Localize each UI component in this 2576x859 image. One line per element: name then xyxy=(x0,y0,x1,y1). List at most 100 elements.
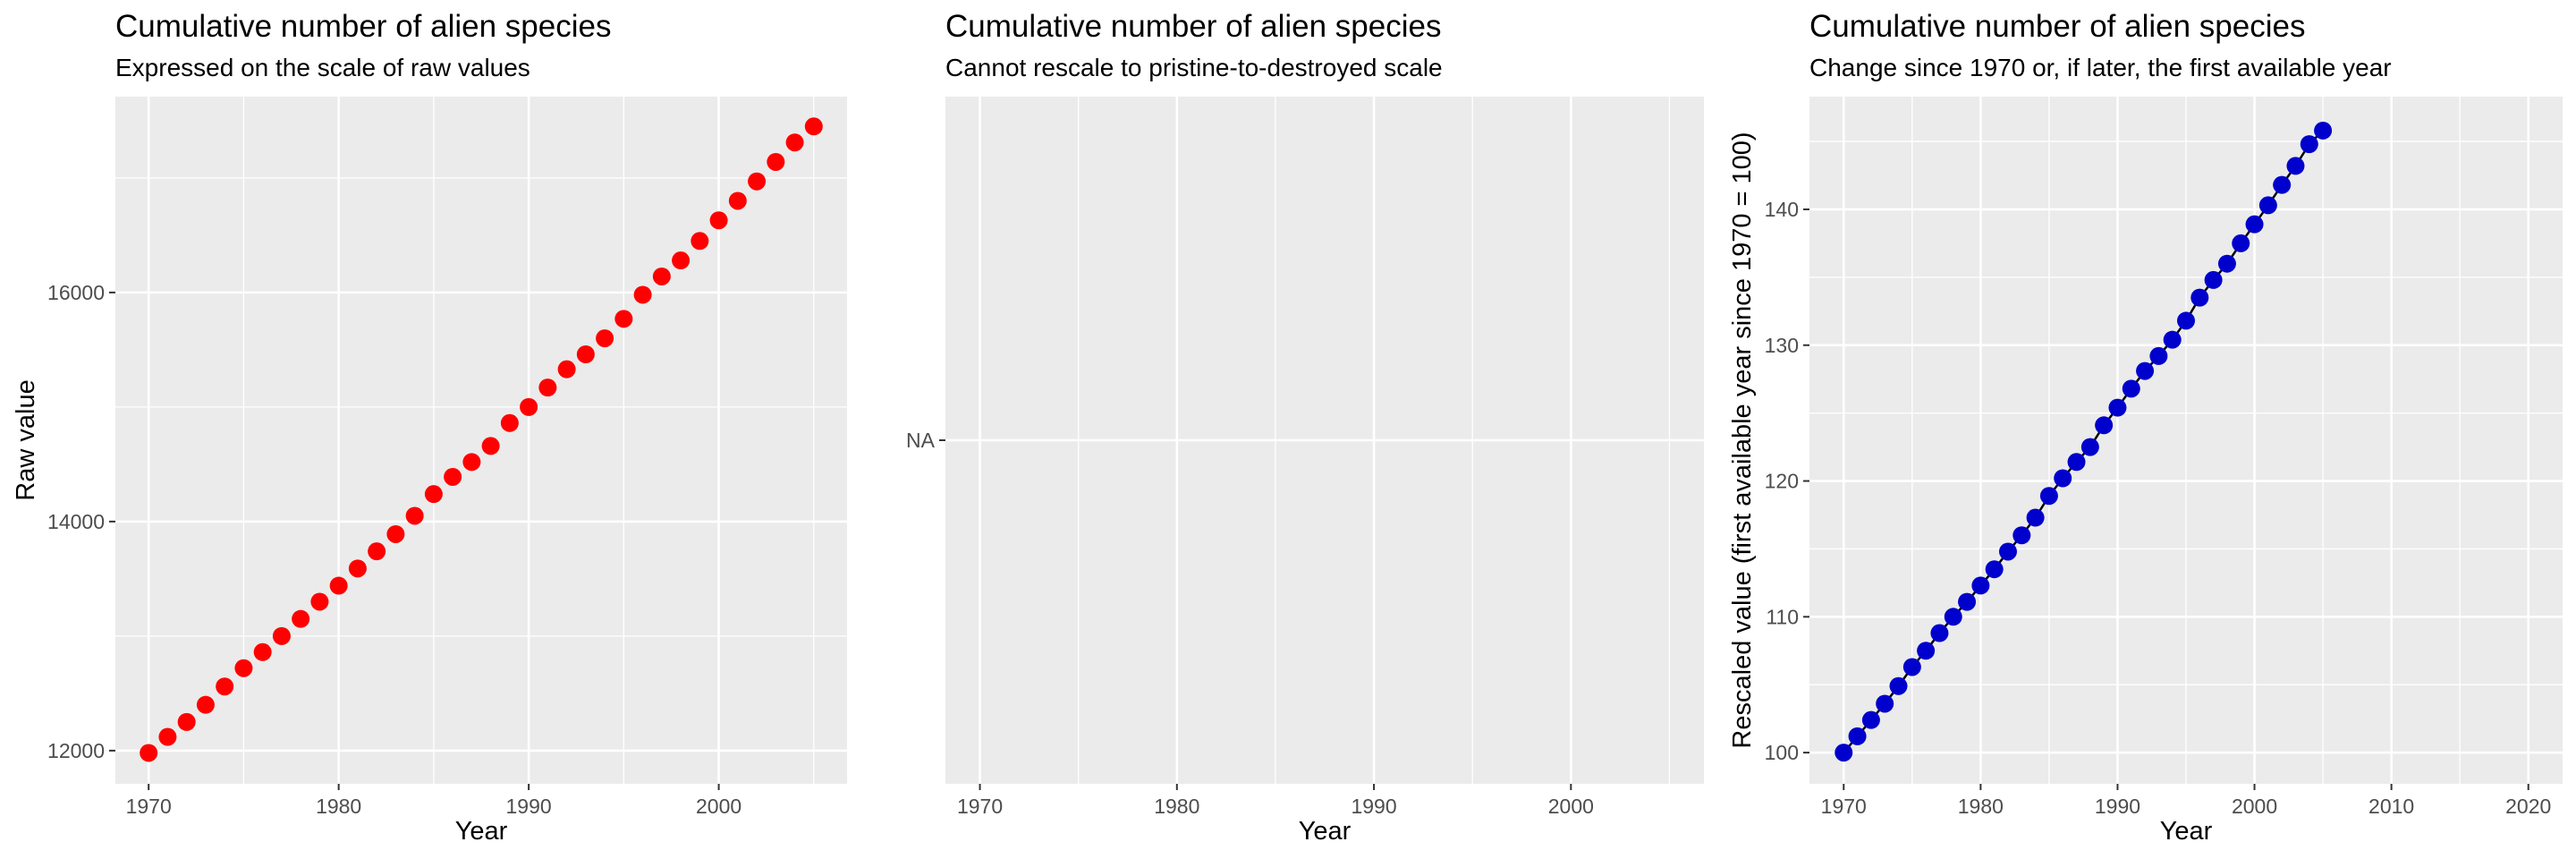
x-tick-label: 1970 xyxy=(957,795,1003,818)
data-point xyxy=(2067,453,2086,472)
data-point xyxy=(1889,676,1908,695)
data-point xyxy=(2314,121,2333,140)
data-point xyxy=(1835,744,1853,762)
data-point xyxy=(2054,469,2072,488)
data-point xyxy=(272,626,291,645)
y-tick-label: 12000 xyxy=(47,739,105,762)
data-point xyxy=(2245,215,2264,234)
data-point xyxy=(2300,135,2318,154)
y-tick-label: 100 xyxy=(1765,741,1799,764)
data-point xyxy=(1944,608,1962,626)
x-axis-title: Year xyxy=(1299,817,1352,846)
data-point xyxy=(691,232,709,251)
data-point xyxy=(2149,346,2168,365)
x-tick-label: 2010 xyxy=(2368,795,2414,818)
data-point xyxy=(444,467,462,486)
data-point xyxy=(2039,487,2058,506)
data-marks xyxy=(140,117,823,762)
data-point xyxy=(177,712,196,731)
y-axis-title: Rescaled value (first available year sin… xyxy=(1728,132,1757,748)
y-axis-title: Raw value xyxy=(12,379,40,500)
x-tick-label: 1980 xyxy=(1958,795,2004,818)
y-tick-label: 120 xyxy=(1765,470,1799,493)
data-point xyxy=(1917,642,1936,660)
x-axis: 1970 1980 1990 2000 xyxy=(957,784,1594,818)
data-point xyxy=(2258,196,2277,215)
data-point xyxy=(216,677,234,696)
x-tick-label: 1990 xyxy=(1351,795,1396,818)
data-point xyxy=(481,437,500,455)
data-point xyxy=(2136,361,2155,380)
data-point xyxy=(253,642,272,661)
data-point xyxy=(1998,542,2017,561)
chart-panel-raw: Cumulative number of alien species Expre… xyxy=(12,9,847,846)
data-point xyxy=(424,485,443,504)
data-point xyxy=(2190,288,2209,307)
x-tick-label: 1990 xyxy=(506,795,552,818)
data-point xyxy=(2108,398,2127,417)
data-point xyxy=(2095,416,2114,435)
chart-panel-na: Cumulative number of alien species Canno… xyxy=(906,9,1704,846)
data-point xyxy=(2026,508,2045,527)
y-axis: 100 110 120 130 140 xyxy=(1765,198,1809,764)
data-point xyxy=(2163,330,2182,349)
y-tick-label: 130 xyxy=(1765,334,1799,357)
x-tick-label: 1980 xyxy=(316,795,361,818)
data-point xyxy=(329,576,348,595)
data-point xyxy=(500,413,519,432)
data-point xyxy=(672,251,691,270)
data-point xyxy=(292,609,310,628)
data-point xyxy=(1958,592,1977,611)
x-tick-label: 2000 xyxy=(2232,795,2277,818)
data-point xyxy=(576,345,595,363)
data-point xyxy=(538,378,557,397)
data-point xyxy=(405,506,424,525)
data-point xyxy=(2286,157,2305,175)
data-point xyxy=(1876,694,1894,713)
chart-subtitle: Change since 1970 or, if later, the firs… xyxy=(1809,54,2392,81)
data-point xyxy=(1848,727,1867,745)
data-point xyxy=(2217,254,2236,273)
data-point xyxy=(368,542,386,561)
data-point xyxy=(310,592,329,611)
x-tick-label: 1970 xyxy=(1821,795,1867,818)
y-tick-label: NA xyxy=(906,429,936,452)
y-tick-label: 110 xyxy=(1766,605,1799,628)
data-point xyxy=(557,360,576,378)
data-point xyxy=(520,397,538,416)
data-point xyxy=(633,285,652,304)
chart-subtitle: Expressed on the scale of raw values xyxy=(115,54,530,81)
data-marks xyxy=(1835,121,2333,762)
chart-title: Cumulative number of alien species xyxy=(1809,9,2305,44)
data-point xyxy=(2080,438,2099,456)
data-point xyxy=(767,152,785,171)
y-tick-label: 140 xyxy=(1765,198,1799,221)
x-tick-label: 1970 xyxy=(126,795,172,818)
chart-title: Cumulative number of alien species xyxy=(945,9,1441,44)
data-point xyxy=(348,559,367,578)
x-axis: 1970 1980 1990 2000 2010 2020 xyxy=(1821,784,2551,818)
chart-panel-rescaled: Cumulative number of alien species Chang… xyxy=(1728,9,2563,846)
data-point xyxy=(2012,526,2031,545)
x-tick-label: 2020 xyxy=(2505,795,2551,818)
x-tick-label: 1990 xyxy=(2095,795,2140,818)
data-point xyxy=(804,117,823,136)
data-point xyxy=(158,727,177,746)
data-point xyxy=(596,329,614,348)
data-point xyxy=(234,659,253,677)
data-point xyxy=(140,744,158,762)
data-point xyxy=(2232,234,2250,252)
x-tick-label: 2000 xyxy=(696,795,741,818)
data-point xyxy=(386,524,405,543)
data-point xyxy=(1971,576,1990,595)
chart-subtitle: Cannot rescale to pristine-to-destroyed … xyxy=(945,54,1443,81)
chart-title: Cumulative number of alien species xyxy=(115,9,611,44)
gridlines xyxy=(1809,97,2563,784)
data-point xyxy=(1902,658,1921,676)
data-point xyxy=(748,172,767,191)
gridlines xyxy=(115,97,847,784)
x-tick-label: 1980 xyxy=(1154,795,1199,818)
data-point xyxy=(709,211,728,230)
data-point xyxy=(728,191,747,210)
